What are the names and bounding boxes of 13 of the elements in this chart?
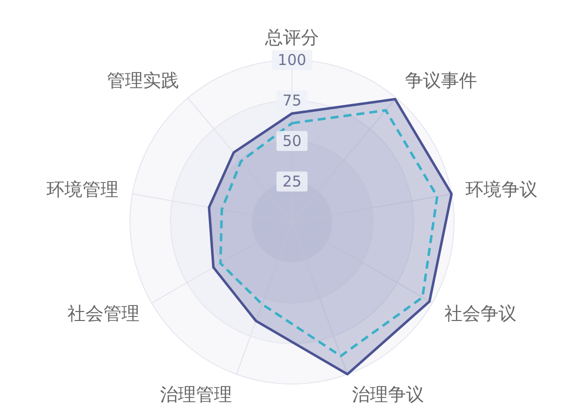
spoke-label: 环境管理 xyxy=(46,180,119,201)
spoke-label: 社会管理 xyxy=(68,304,140,324)
spoke-label: 争议事件 xyxy=(405,70,478,92)
spoke-label: 总评分 xyxy=(264,28,319,48)
y-tick-label: 100 xyxy=(278,51,306,69)
y-tick-label: 25 xyxy=(282,172,302,190)
y-tick-label: 75 xyxy=(282,92,302,110)
spoke-label: 社会争议 xyxy=(444,304,516,324)
spoke-label: 治理管理 xyxy=(160,384,232,406)
y-tick-label: 50 xyxy=(282,132,302,150)
spoke-label: 管理实践 xyxy=(106,70,179,92)
spoke-label: 治理争议 xyxy=(352,384,424,406)
spoke-label: 环境争议 xyxy=(465,180,538,201)
